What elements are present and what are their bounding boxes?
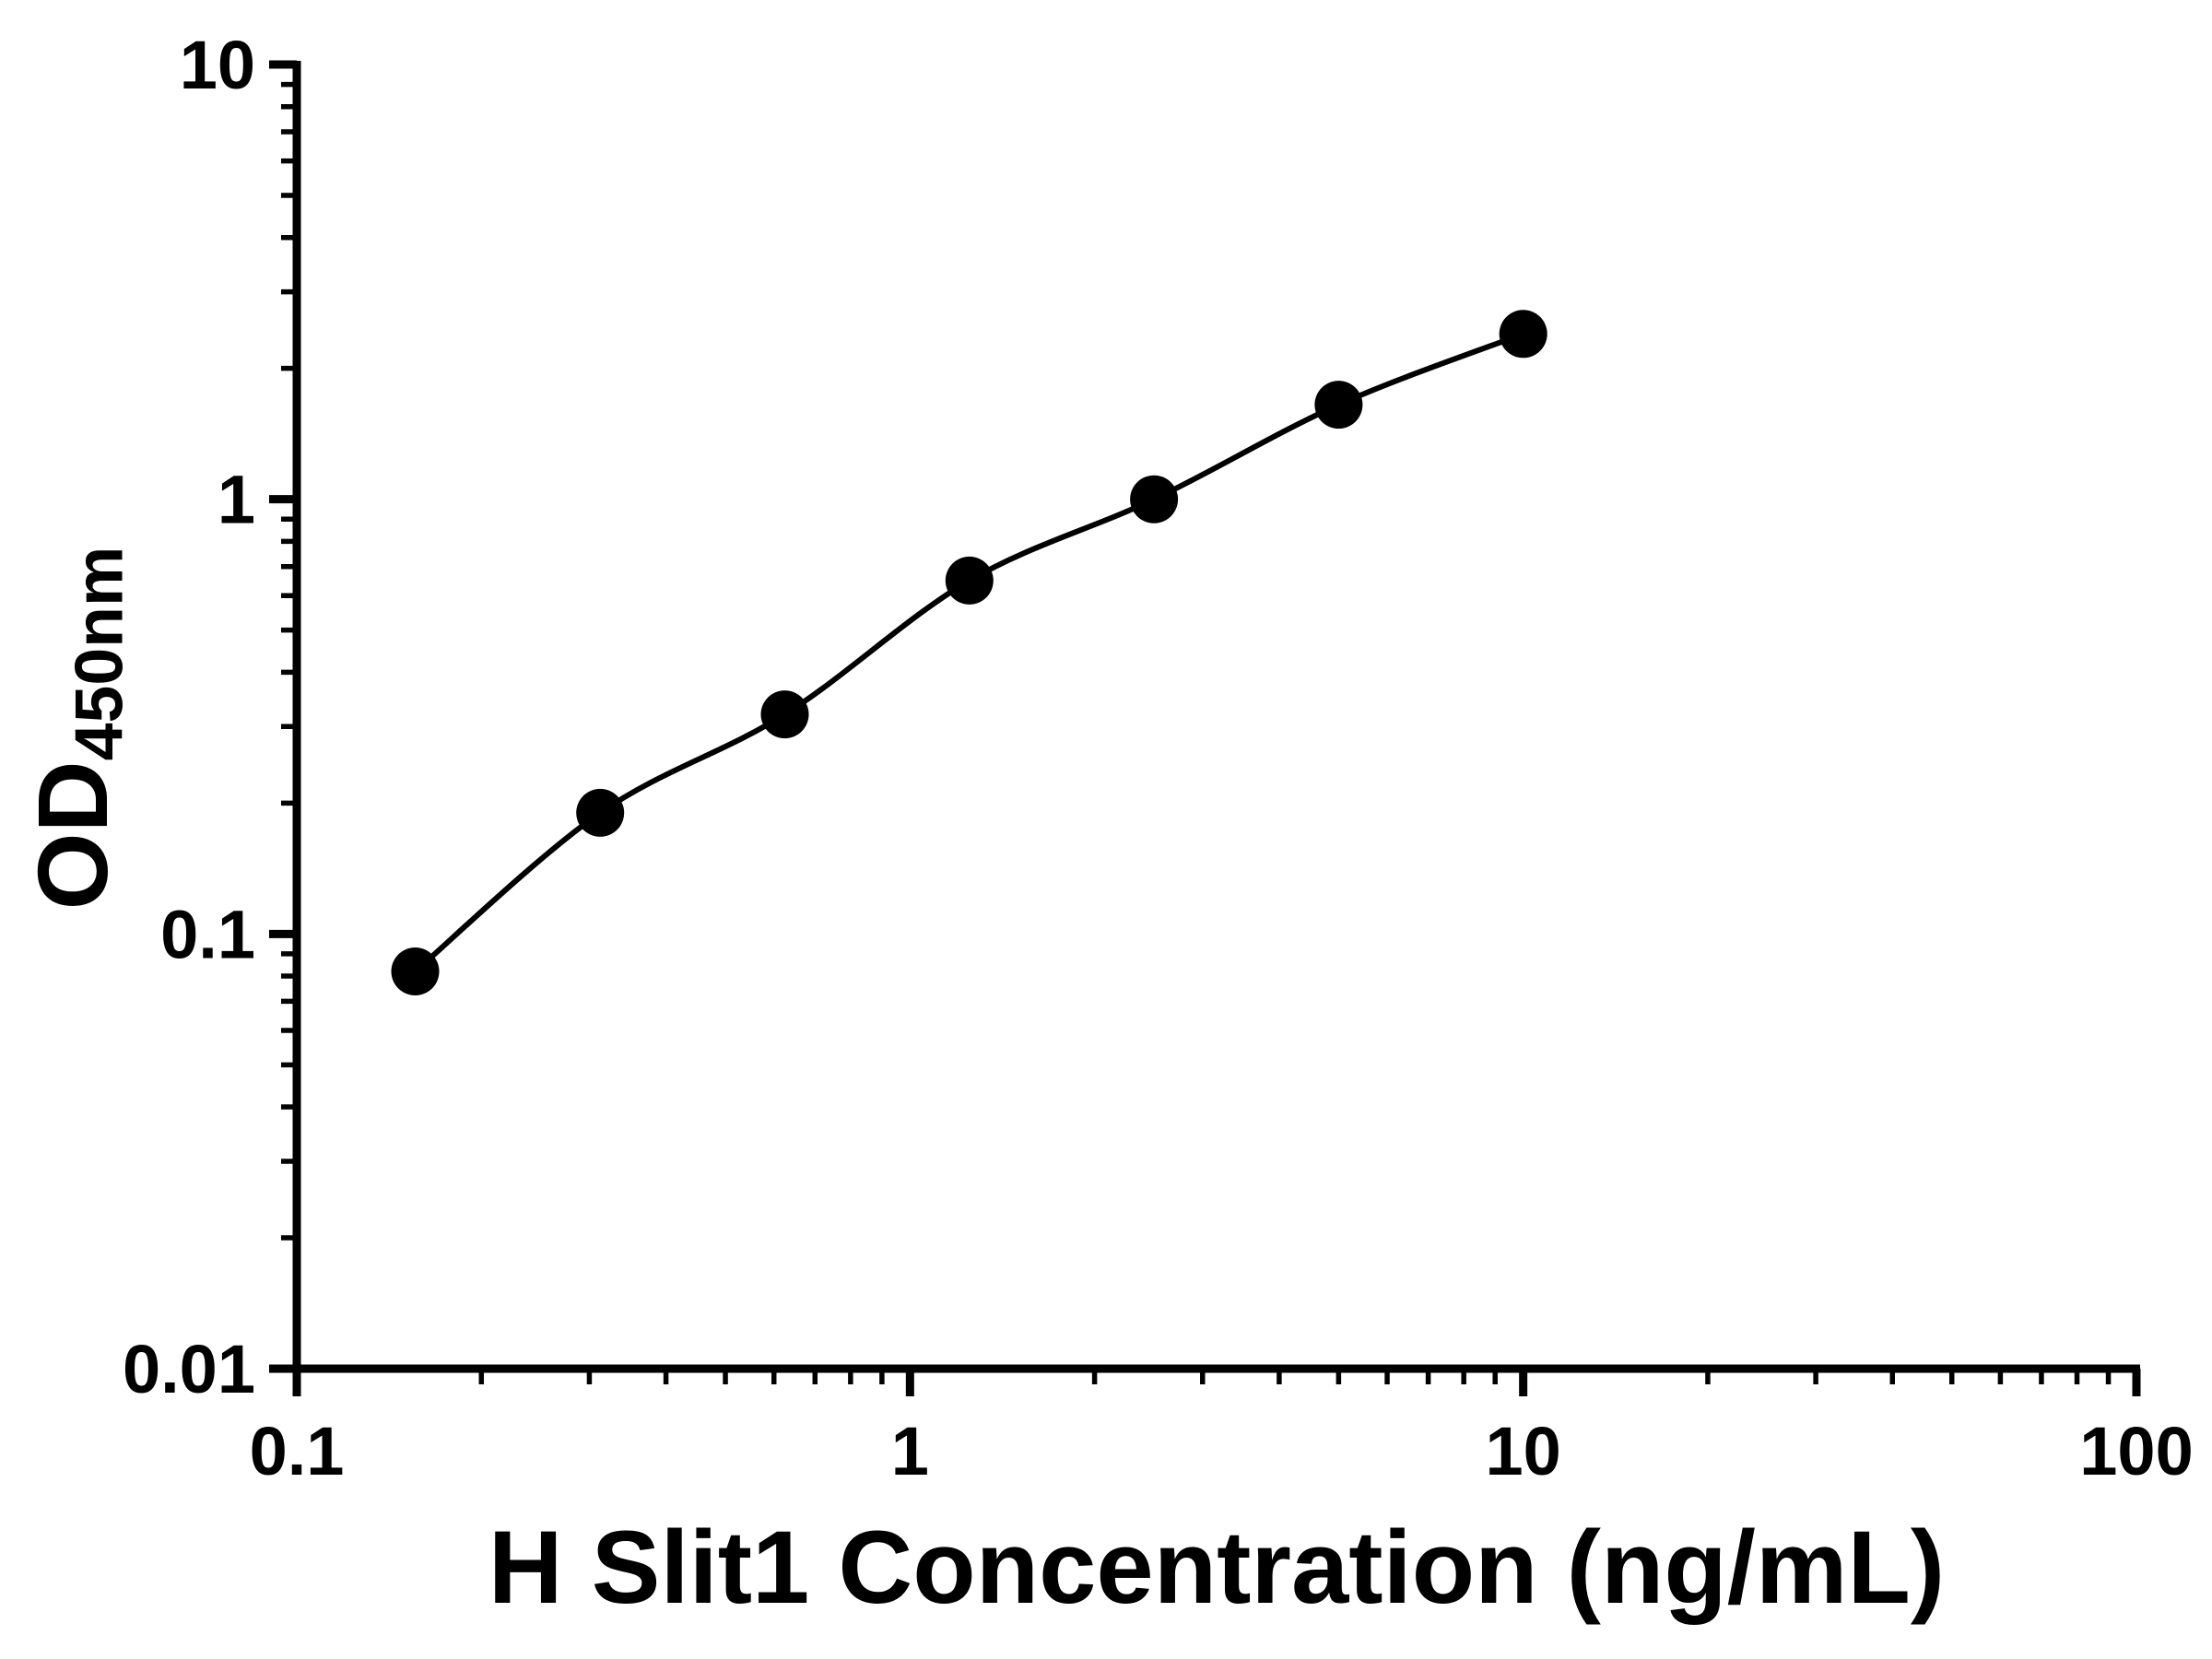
y-tick-label: 1: [218, 462, 255, 538]
x-tick-label: 1: [891, 1413, 929, 1489]
y-tick-label: 10: [180, 27, 255, 103]
data-point-marker: [391, 947, 440, 995]
x-tick-label: 10: [1486, 1413, 1561, 1489]
y-axis-title: OD450nm: [17, 546, 137, 911]
data-point-marker: [576, 788, 625, 837]
data-point-marker: [945, 556, 994, 605]
data-point-marker: [1314, 381, 1363, 429]
data-point-marker: [1499, 310, 1547, 359]
y-tick-label: 0.01: [123, 1331, 255, 1407]
x-tick-label: 100: [2079, 1413, 2193, 1489]
y-axis-title-main: OD: [17, 760, 129, 911]
x-axis-title-text: H Slit1 Concentration (ng/mL): [488, 1510, 1946, 1625]
y-tick-label: 0.1: [160, 896, 255, 972]
data-point-marker: [1130, 475, 1179, 524]
standard-curve-line: [413, 331, 1524, 974]
y-axis-title-subscript: 450nm: [61, 546, 137, 761]
data-point-marker: [760, 690, 809, 739]
axes-spine: [292, 61, 2140, 1373]
x-tick-label: 0.1: [250, 1413, 345, 1489]
x-axis-title: H Slit1 Concentration (ng/mL): [297, 1516, 2136, 1619]
